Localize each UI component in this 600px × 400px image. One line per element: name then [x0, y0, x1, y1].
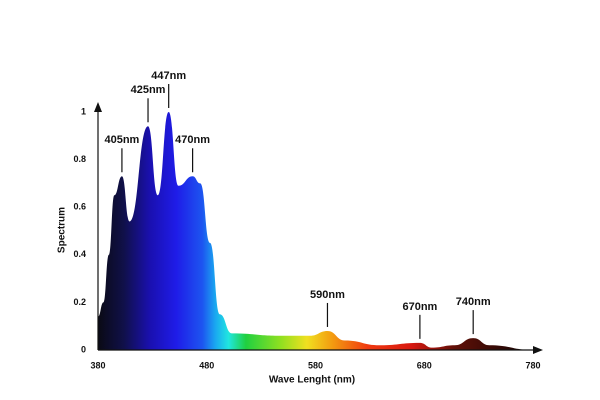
spectrum-area: [98, 112, 533, 350]
annotation-label: 740nm: [456, 296, 491, 308]
x-axis-title: Wave Lenght (nm): [269, 375, 355, 386]
y-tick-label: 1: [81, 106, 86, 116]
annotation-label: 670nm: [402, 301, 437, 313]
y-tick-label: 0.6: [73, 202, 86, 212]
x-tick-label: 580: [308, 360, 323, 370]
y-tick-label: 0.8: [73, 154, 86, 164]
y-axis-arrow: [94, 102, 102, 112]
x-tick-label: 480: [199, 360, 214, 370]
x-tick-label: 380: [90, 360, 105, 370]
x-tick-label: 680: [417, 360, 432, 370]
y-tick-label: 0.4: [73, 249, 86, 259]
x-tick-label: 780: [525, 360, 540, 370]
y-tick-label: 0: [81, 344, 86, 354]
y-axis-title: Spectrum: [57, 207, 68, 253]
annotation-label: 405nm: [104, 134, 139, 146]
annotation-label: 425nm: [131, 84, 166, 96]
annotation-label: 590nm: [310, 289, 345, 301]
annotation-label: 470nm: [175, 134, 210, 146]
y-tick-label: 0.2: [73, 297, 86, 307]
annotation-label: 447nm: [151, 70, 186, 82]
plot: [98, 112, 533, 350]
x-axis-arrow: [533, 346, 543, 354]
